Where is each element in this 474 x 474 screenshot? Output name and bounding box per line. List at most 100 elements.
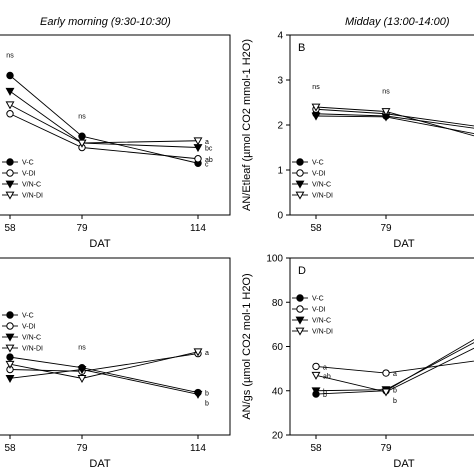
data-point-v-n-di: [381, 108, 391, 117]
panel-label: B: [298, 42, 305, 54]
data-point-v-n-c: [193, 144, 203, 153]
annotation-letter: ns: [6, 53, 14, 60]
data-point-v-c: [6, 353, 14, 361]
y-tick-label: 4: [277, 31, 283, 42]
annotation-letter: b: [323, 389, 327, 396]
data-point-v-n-di: [5, 360, 15, 369]
legend-label-v-n-c: V/N-C: [22, 182, 41, 189]
series-group: [5, 348, 203, 399]
legend-marker-v-di: [6, 322, 14, 330]
x-tick-label: 79: [380, 443, 392, 454]
data-point-v-n-di: [5, 101, 15, 110]
legend-marker-v-c: [296, 294, 304, 302]
data-point-v-n-c: [5, 374, 15, 383]
y-axis-title: AN/Etleaf (µmol CO2 mmol-1 H2O): [241, 39, 253, 211]
data-point-v-di: [312, 362, 320, 371]
legend-label-v-n-di: V/N-DI: [312, 193, 333, 200]
data-point-v-n-c: [5, 87, 15, 96]
legend-label-v-c: V-C: [22, 313, 34, 320]
annotation-letter: a: [205, 139, 209, 146]
data-point-v-n-c: [311, 387, 321, 396]
annotation-letter: a: [205, 350, 209, 357]
y-tick-label: 80: [272, 298, 284, 309]
series-group: [311, 103, 474, 137]
data-point-v-di: [6, 110, 14, 118]
plot-frame: [289, 257, 474, 436]
series-line-v-n-di: [9, 104, 199, 144]
y-tick-label: 3: [277, 76, 283, 87]
legend-marker-v-di: [6, 169, 14, 177]
data-point-v-n-c: [77, 366, 87, 375]
data-point-v-n-di: [77, 374, 87, 383]
legend-label-v-di: V-DI: [22, 171, 36, 178]
legend-marker-v-di: [296, 305, 304, 313]
legend-label-v-n-di: V/N-DI: [22, 346, 43, 353]
x-tick-label: 79: [76, 223, 88, 234]
x-tick-label: 114: [190, 223, 206, 234]
legend-label-v-di: V-DI: [312, 307, 326, 314]
data-point-v-c: [6, 71, 14, 80]
title-early-morning: Early morning (9:30-10:30): [40, 16, 171, 28]
y-tick-label: 20: [272, 431, 284, 442]
x-axis-title: DAT: [89, 238, 110, 250]
series-group: [311, 338, 474, 398]
legend-marker-v-c: [296, 158, 304, 166]
x-tick-label: 114: [190, 443, 206, 454]
legend-label-v-c: V-C: [312, 160, 324, 167]
y-tick-label: 1: [277, 166, 283, 177]
data-point-v-n-di: [193, 137, 203, 146]
annotation-letter: bc: [205, 146, 213, 153]
annotation-letter: ab: [205, 157, 213, 164]
annotation-letter: b: [393, 388, 397, 395]
y-axis-title: AN/gs (µmol CO2 mol-1 H2O): [241, 273, 253, 419]
legend-marker-v-n-c: [295, 316, 305, 325]
annotation-letter: ns: [312, 84, 320, 91]
annotation-letter: c: [205, 161, 209, 168]
y-tick-label: 0: [277, 211, 283, 222]
x-tick-label: 58: [310, 443, 322, 454]
legend-marker-v-n-di: [5, 344, 15, 353]
series-line-v-di: [315, 108, 474, 127]
legend-marker-v-n-c: [295, 180, 305, 189]
annotation-letter: ns: [78, 113, 86, 120]
annotation-letter: ab: [323, 373, 331, 380]
legend-label-v-di: V-DI: [312, 171, 326, 178]
data-point-v-di: [194, 155, 202, 163]
legend: V-C V-DI V/N-C V/N-DI: [2, 311, 43, 353]
annotation-letter: ns: [382, 89, 390, 96]
y-tick-label: 60: [272, 342, 284, 353]
annotation-letter: ns: [78, 345, 86, 352]
legend-marker-v-n-c: [5, 180, 15, 189]
x-axis-title: DAT: [89, 458, 110, 470]
plots-area: 58 79 114DATnsnsaabbccV-CV-DIV/N-CV/N-DI58…: [0, 31, 474, 470]
x-tick-label: 79: [380, 223, 392, 234]
data-point-v-di: [382, 369, 390, 377]
x-tick-label: 79: [76, 443, 88, 454]
legend-label-v-c: V-C: [312, 296, 324, 303]
series-line-v-di: [9, 113, 199, 160]
legend-label-v-di: V-DI: [22, 324, 36, 331]
data-point-v-n-di: [381, 388, 391, 397]
plot-frame: [0, 257, 231, 436]
legend-marker-v-di: [296, 169, 304, 177]
legend-label-v-n-c: V/N-C: [22, 335, 41, 342]
data-point-v-n-di: [311, 103, 321, 112]
series-line-v-di: [9, 353, 199, 372]
legend-marker-v-n-c: [5, 333, 15, 342]
data-point-v-n-di: [311, 371, 321, 380]
series-line-v-n-c: [315, 115, 474, 135]
legend-marker-v-c: [6, 158, 14, 166]
series-line-v-n-di: [315, 347, 474, 393]
legend-label-v-c: V-C: [22, 160, 34, 167]
data-point-v-c: [78, 132, 86, 140]
data-point-v-n-di: [193, 348, 203, 357]
legend: V-C V-DI V/N-C V/N-DI: [292, 294, 333, 336]
legend-label-v-n-di: V/N-DI: [312, 329, 333, 336]
legend: V-C V-DI V/N-C V/N-DI: [292, 158, 333, 200]
annotation-letter: b: [323, 392, 327, 399]
data-point-v-n-di: [77, 139, 87, 148]
legend-label-v-n-di: V/N-DI: [22, 193, 43, 200]
series-group: [5, 71, 203, 167]
